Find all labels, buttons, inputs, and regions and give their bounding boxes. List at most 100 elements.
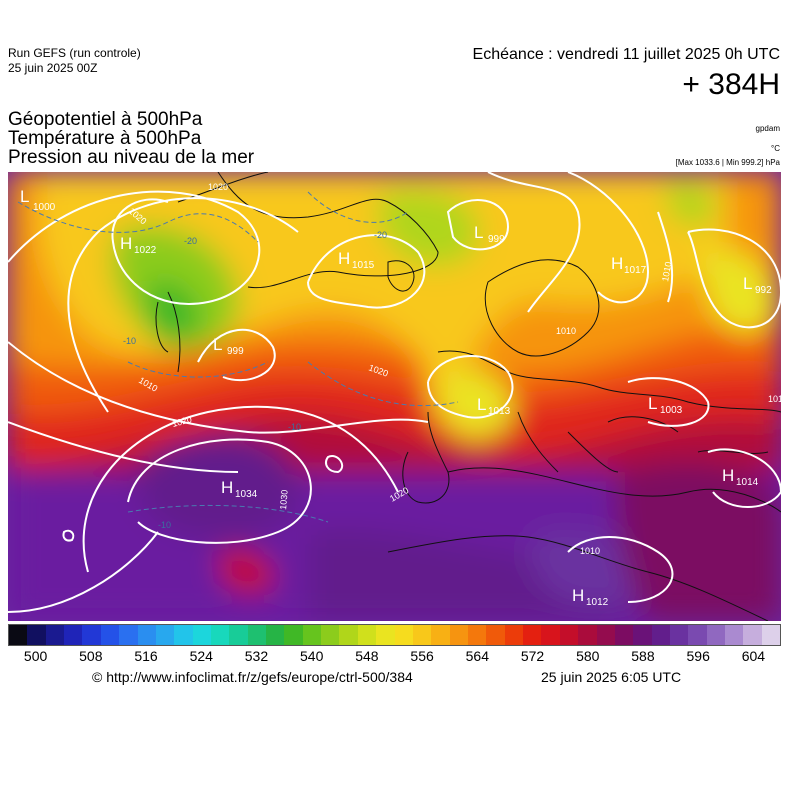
colorbar-swatch [614,625,634,645]
svg-text:992: 992 [755,285,772,296]
colorbar-tick-label: 556 [410,648,434,664]
colorbar-swatch [743,625,762,645]
colorbar-swatch [541,625,560,645]
colorbar-swatch [45,625,65,645]
title-temperature: Température à 500hPa [8,128,202,149]
colorbar-swatch [357,625,377,645]
colorbar-swatch [578,625,597,645]
svg-text:1012: 1012 [586,597,609,608]
svg-text:1010: 1010 [660,261,673,282]
colorbar-tick-label: 508 [79,648,103,664]
colorbar-swatch [449,625,468,645]
source-url[interactable]: © http://www.infoclimat.fr/z/gefs/europe… [92,669,413,685]
colorbar-tick-label: 516 [134,648,158,664]
colorbar-swatch [559,625,579,645]
isobars [8,172,781,613]
colorbar-swatch [688,625,707,645]
weather-map[interactable]: L 1000 H 1022 H 1015 L 999 H 1017 L 992 … [8,172,781,621]
svg-text:1022: 1022 [134,245,157,256]
colorbar-swatch [523,625,542,645]
svg-text:L: L [743,274,752,293]
svg-text:1010: 1010 [556,326,576,336]
colorbar-tick-label: 604 [741,648,766,664]
unit-pressure-range: [Max 1033.6 | Min 999.2] hPa [675,158,780,167]
svg-text:1017: 1017 [624,265,647,276]
colorbar-tick-label: 500 [23,648,48,664]
svg-text:-10: -10 [158,520,171,530]
colorbar-swatch [761,625,781,645]
title-geopotential: Géopotentiel à 500hPa [8,109,203,130]
colorbar-swatch [321,625,340,645]
colorbar-swatch [431,625,450,645]
svg-text:1015: 1015 [352,260,375,271]
colorbar-tick-label: 580 [576,648,600,664]
colorbar-swatch [284,625,303,645]
svg-text:1010: 1010 [580,546,600,556]
colorbar-swatch [266,625,285,645]
unit-gpdam: gpdam [755,124,780,133]
title-pressure: Pression au niveau de la mer [8,147,255,168]
svg-text:H: H [338,249,350,268]
svg-text:L: L [474,223,483,242]
colorbar-swatch [706,625,726,645]
colorbar-swatch [669,625,689,645]
pressure-center: L [20,187,29,206]
svg-text:-10: -10 [123,336,136,346]
svg-text:-10: -10 [288,422,301,432]
colorbar-swatch [27,625,46,645]
colorbar-swatch [210,625,230,645]
unit-celsius: °C [771,144,780,153]
colorbar-swatch [247,625,267,645]
colorbar-swatch [192,625,211,645]
svg-text:H: H [611,254,623,273]
svg-text:L: L [648,394,657,413]
svg-text:1003: 1003 [660,405,683,416]
svg-text:1014: 1014 [736,477,759,488]
svg-text:H: H [120,234,132,253]
svg-text:H: H [722,466,734,485]
colorbar-swatch [100,625,120,645]
svg-text:1013: 1013 [488,406,511,417]
svg-text:1000: 1000 [33,202,56,213]
colorbar-swatch [633,625,652,645]
temperature-labels: -20 -20 -10 -10 -10 [123,230,387,530]
map-canvas: L 1000 H 1022 H 1015 L 999 H 1017 L 992 … [8,172,781,621]
colorbar-tick-label: 532 [244,648,269,664]
svg-text:-20: -20 [374,230,387,240]
colorbar-swatch [467,625,487,645]
lead-time: + 384H [682,68,780,101]
svg-text:H: H [221,478,233,497]
colorbar [8,624,781,646]
colorbar-swatch [137,625,156,645]
svg-text:-20: -20 [184,236,197,246]
svg-text:999: 999 [488,234,505,245]
colorbar-swatch [119,625,138,645]
svg-text:1034: 1034 [235,489,258,500]
colorbar-swatch [651,625,670,645]
colorbar-swatch [725,625,744,645]
svg-text:L: L [213,335,222,354]
colorbar-tick-label: 564 [465,648,489,664]
colorbar-swatch [412,625,432,645]
generated-timestamp: 25 juin 2025 6:05 UTC [541,669,682,685]
colorbar-tick-label: 596 [686,648,710,664]
colorbar-tick-label: 540 [299,648,324,664]
colorbar-swatch [486,625,505,645]
svg-text:1020: 1020 [208,182,228,192]
colorbar-tick-label: 572 [520,648,545,664]
colorbar-swatch [394,625,413,645]
colorbar-swatch [229,625,248,645]
colorbar-swatch [82,625,101,645]
colorbar-swatch [376,625,395,645]
run-info: Run GEFS (run controle) 25 juin 2025 00Z [8,46,141,76]
colorbar-tick-label: 548 [355,648,379,664]
colorbar-swatch [596,625,615,645]
colorbar-tick-label: 588 [631,648,655,664]
colorbar-swatch [302,625,322,645]
colorbar-ticks: 500 508 516 524 532 540 548 556 564 572 580 588 596 6… [8,648,781,668]
parameter-titles: Géopotentiel à 500hPa Température à 500h… [8,110,254,167]
svg-text:1010: 1010 [768,394,781,404]
colorbar-swatch [64,625,83,645]
svg-text:999: 999 [227,346,244,357]
svg-text:1030: 1030 [278,489,290,510]
